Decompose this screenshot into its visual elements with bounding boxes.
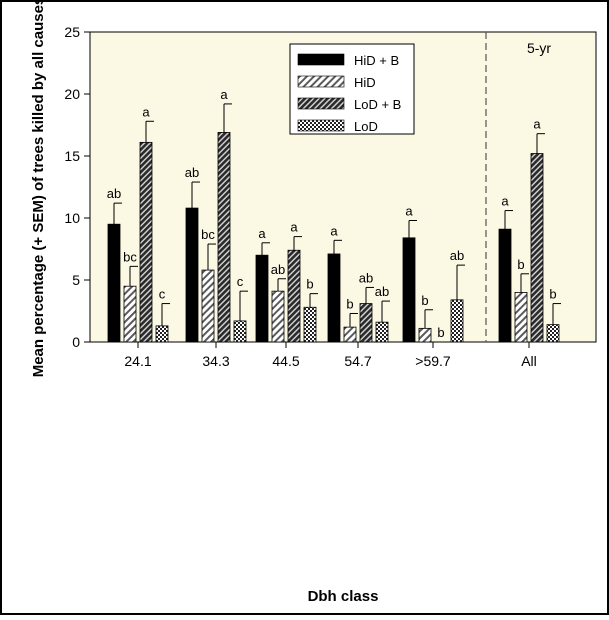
x-tick-label: 44.5 <box>272 353 299 369</box>
error-bars <box>113 103 561 329</box>
significance-label: a <box>220 87 228 102</box>
significance-label: a <box>290 220 298 235</box>
significance-label: bc <box>201 227 215 242</box>
significance-label: ab <box>271 262 285 277</box>
bar <box>514 291 528 343</box>
significance-label: a <box>258 226 266 241</box>
bar <box>327 253 341 343</box>
significance-label: a <box>405 203 413 218</box>
legend-label: HiD + B <box>354 53 399 68</box>
significance-label: ab <box>375 284 389 299</box>
significance-label: a <box>501 194 509 209</box>
legend-swatch <box>297 97 345 110</box>
significance-label: c <box>237 274 244 289</box>
legend: HiD + B HiD LoD + B LoD <box>289 43 415 135</box>
bar <box>418 327 432 343</box>
y-tick-label: 5 <box>72 272 80 288</box>
bar <box>303 306 317 343</box>
bar <box>139 141 153 343</box>
bar <box>375 321 389 343</box>
x-tick-label: All <box>521 353 537 369</box>
bar <box>233 320 247 343</box>
bar-series <box>107 132 560 343</box>
period-annotation: 5-yr <box>527 40 551 56</box>
y-tick-label: 0 <box>72 334 80 350</box>
y-axis-title: Mean percentage (+ SEM) of trees killed … <box>30 0 47 377</box>
significance-label: a <box>142 104 150 119</box>
y-axis: 0 5 10 15 20 25 <box>64 24 90 350</box>
bar <box>546 324 560 343</box>
bar <box>185 207 199 343</box>
bar <box>155 325 169 343</box>
significance-label: ab <box>185 165 199 180</box>
bar <box>107 223 121 343</box>
x-axis: 24.1 34.3 44.5 54.7 >59.7 All <box>124 342 537 369</box>
bar <box>217 132 231 343</box>
significance-label: b <box>517 257 524 272</box>
bar <box>255 254 269 343</box>
significance-label: b <box>306 277 313 292</box>
significance-label: b <box>421 293 428 308</box>
significance-label: ab <box>359 270 373 285</box>
bar <box>271 290 285 343</box>
legend-swatch <box>297 119 345 132</box>
significance-label: b <box>437 325 444 340</box>
legend-label: LoD + B <box>354 97 401 112</box>
bar <box>530 153 544 343</box>
significance-label: c <box>159 287 166 302</box>
significance-label: a <box>330 223 338 238</box>
x-tick-label: 24.1 <box>124 353 151 369</box>
legend-label: LoD <box>354 119 378 134</box>
bar <box>343 326 357 343</box>
bar <box>498 228 512 343</box>
x-tick-label: 54.7 <box>344 353 371 369</box>
y-tick-label: 25 <box>64 24 80 40</box>
bar <box>123 285 137 343</box>
significance-label: b <box>346 296 353 311</box>
bar <box>402 237 416 343</box>
x-tick-label: 34.3 <box>202 353 229 369</box>
significance-label: a <box>533 117 541 132</box>
legend-label: HiD <box>354 75 376 90</box>
significance-label: ab <box>107 186 121 201</box>
y-tick-label: 20 <box>64 86 80 102</box>
bar <box>201 269 215 343</box>
y-tick-label: 10 <box>64 210 80 226</box>
legend-swatch <box>297 75 345 88</box>
x-axis-title: Dbh class <box>308 588 379 605</box>
significance-label: ab <box>450 248 464 263</box>
bar <box>287 249 301 343</box>
significance-label: bc <box>123 249 137 264</box>
bar <box>450 299 464 343</box>
legend-swatch <box>297 53 345 66</box>
significance-label: b <box>549 287 556 302</box>
y-tick-label: 15 <box>64 148 80 164</box>
bar <box>359 303 373 343</box>
x-tick-label: >59.7 <box>415 353 451 369</box>
